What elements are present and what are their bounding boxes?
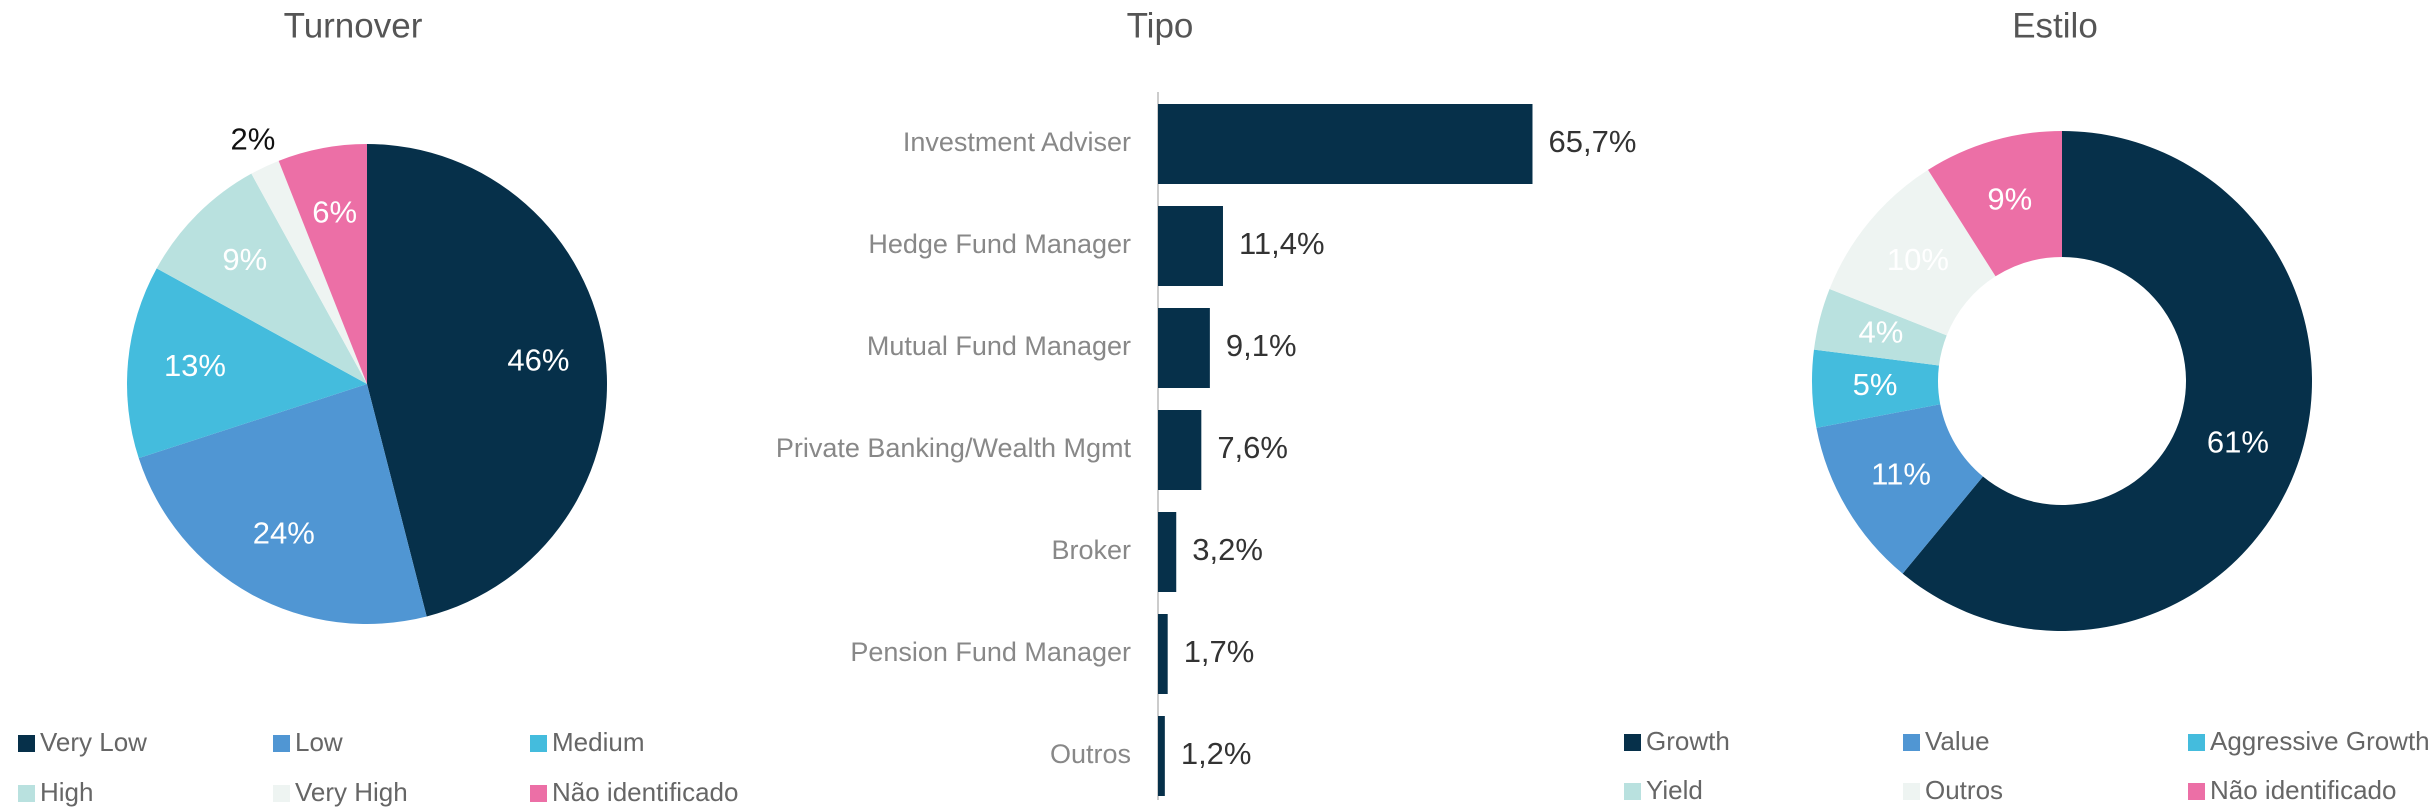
legend-label: Não identificado <box>2210 775 2396 805</box>
bar <box>1158 104 1533 184</box>
legend-swatch <box>1624 734 1641 751</box>
category-label: Pension Fund Manager <box>850 637 1131 667</box>
legend-label: Não identificado <box>552 777 738 807</box>
slice <box>1928 131 2062 277</box>
slice <box>1816 404 1983 574</box>
slice <box>1812 349 1941 428</box>
legend-swatch <box>530 785 547 802</box>
slice-label: 9% <box>1987 182 2032 217</box>
legend-swatch <box>2188 783 2205 800</box>
value-label: 9,1% <box>1226 328 1297 363</box>
slice-label: 13% <box>164 348 226 383</box>
category-label: Broker <box>1051 535 1131 565</box>
slice-label: 6% <box>312 194 357 229</box>
value-label: 11,4% <box>1239 226 1325 261</box>
chart-title: Tipo <box>1127 6 1194 45</box>
bar <box>1158 512 1177 592</box>
legend-label: Yield <box>1646 775 1703 805</box>
bar <box>1158 308 1210 388</box>
slice-label: 61% <box>2207 425 2269 460</box>
legend-label: Outros <box>1925 775 2003 805</box>
slice-label: 9% <box>222 242 267 277</box>
legend-label: Growth <box>1646 726 1730 756</box>
slice <box>251 160 367 384</box>
value-label: 65,7% <box>1548 124 1636 159</box>
slice <box>367 144 608 617</box>
slice-label: 11% <box>1871 456 1931 491</box>
legend-label: Aggressive Growth <box>2210 726 2430 756</box>
legend-swatch <box>2188 734 2205 751</box>
value-label: 3,2% <box>1192 532 1263 567</box>
legend-swatch <box>1624 783 1641 800</box>
chart-title: Estilo <box>2012 6 2098 45</box>
legend-label: Very Low <box>40 727 147 757</box>
bar <box>1158 614 1168 694</box>
legend-swatch <box>273 735 290 752</box>
legend-swatch <box>1903 734 1920 751</box>
slice <box>156 173 367 384</box>
category-label: Outros <box>1050 739 1131 769</box>
chart-title: Turnover <box>284 6 423 45</box>
value-label: 1,2% <box>1181 736 1252 771</box>
legend-label: Medium <box>552 727 644 757</box>
legend-label: High <box>40 777 93 807</box>
legend-label: Very High <box>295 777 408 807</box>
slice <box>138 384 427 624</box>
value-label: 1,7% <box>1184 634 1255 669</box>
category-label: Investment Adviser <box>903 127 1131 157</box>
legend-swatch <box>18 735 35 752</box>
legend-label: Value <box>1925 726 1990 756</box>
slice <box>127 268 367 459</box>
category-label: Private Banking/Wealth Mgmt <box>776 433 1132 463</box>
slice-label: 24% <box>253 516 315 551</box>
legend-swatch <box>530 735 547 752</box>
bar <box>1158 716 1165 796</box>
bar <box>1158 206 1223 286</box>
value-label: 7,6% <box>1217 430 1288 465</box>
slice <box>1813 288 1947 366</box>
slice <box>278 144 367 384</box>
slice <box>1829 169 1996 336</box>
legend-swatch <box>273 785 290 802</box>
slice-label: 10% <box>1887 242 1949 277</box>
slice-label: 4% <box>1858 315 1903 350</box>
slice <box>1902 131 2313 632</box>
category-label: Hedge Fund Manager <box>868 229 1131 259</box>
category-label: Mutual Fund Manager <box>867 331 1131 361</box>
legend-label: Low <box>295 727 343 757</box>
legend-swatch <box>1903 783 1920 800</box>
slice-label: 5% <box>1853 367 1898 402</box>
bar <box>1158 410 1202 490</box>
slice-label: 2% <box>230 122 275 157</box>
slice-label: 46% <box>507 343 569 378</box>
legend-swatch <box>18 785 35 802</box>
